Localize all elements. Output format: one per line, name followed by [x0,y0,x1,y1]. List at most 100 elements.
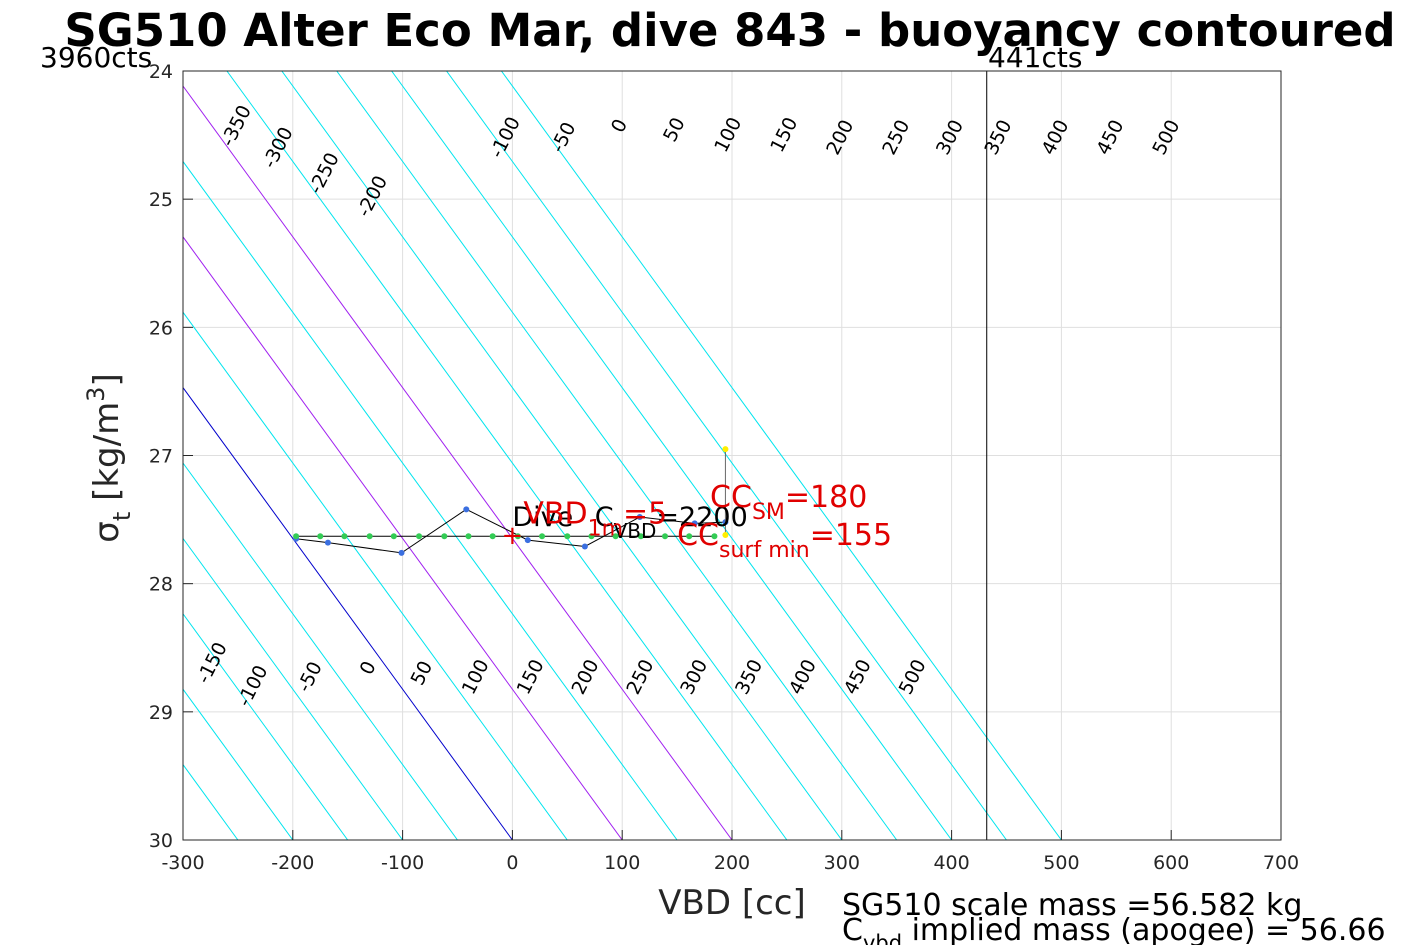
contour-line [281,71,843,840]
data-point [324,539,331,546]
data-point [390,533,397,540]
x-tick-label: 700 [1263,852,1299,874]
y-axis-label: σt [kg/m3] [82,373,136,542]
contour-label: 450 [840,656,876,698]
right-count-label: 441cts [988,41,1082,74]
grid-lines [182,70,1282,841]
contour-label: 450 [1092,116,1128,158]
buoyancy-contour-lines [0,71,1062,840]
contour-line [0,71,18,840]
contour-line [226,71,788,840]
dive-data-series [293,446,729,556]
y-tick-label: 26 [149,317,173,339]
data-point [441,533,448,540]
contour-line [336,71,898,840]
contour-label: 150 [513,656,549,698]
data-point [588,533,595,540]
contour-line [446,71,1007,840]
data-point [612,533,619,540]
x-tick-label: 200 [714,852,750,874]
x-tick-label: 100 [604,852,640,874]
contour-line [183,85,733,840]
data-point [539,533,546,540]
contour-label: -250 [305,149,344,197]
contour-line [183,236,623,840]
data-point [637,533,644,540]
contour-labels: -350 -300-250 -200 -100 -50 0 50 100 150 200 250 30… [193,102,1185,711]
data-point [341,533,348,540]
y-tick-label: 24 [149,61,173,83]
contour-label: -100 [486,113,525,161]
contour-label: -350 [217,102,256,150]
contour-label: -150 [193,639,232,687]
contour-label: 350 [731,656,767,698]
data-point [722,446,729,453]
contour-label: 50 [407,657,438,689]
contour-line [183,688,294,840]
contour-line [391,71,953,840]
contour-label: 0 [607,116,632,137]
x-tick-label: -100 [381,852,424,874]
y-tick-label: 30 [149,830,173,852]
data-point [636,514,643,521]
x-tick-label: 0 [506,852,518,874]
contour-label: 250 [878,116,914,158]
data-point [581,543,588,550]
contour-line [183,311,568,840]
contour-label: 100 [710,114,746,156]
contour-line [501,71,1062,840]
data-point [722,531,729,538]
vbd-1m-label: VBD1m=5 [523,496,667,541]
contour-label: -300 [258,123,297,171]
data-point [293,533,300,540]
contour-line [183,160,678,840]
contour-label: 300 [932,116,968,158]
x-tick-label: 600 [1153,852,1189,874]
contour-label: 500 [895,656,931,698]
y-tick-label: 25 [149,189,173,211]
data-point [489,533,496,540]
y-tick-label: 28 [149,574,173,596]
data-point [691,520,698,527]
vbd-marker: + [502,521,524,551]
contour-line [183,462,458,840]
contour-label: -50 [293,658,327,696]
contour-label: 350 [980,116,1016,158]
data-point [317,533,324,540]
dive-label: Dive [512,502,573,533]
x-axis-label: VBD [cc] [658,883,806,923]
y-tick-label: 27 [149,446,173,468]
scale-mass-text: SG510 scale mass =56.582 kg [842,888,1302,923]
data-point [465,533,472,540]
data-point [686,533,693,540]
vbd-c-label: CVBD=2200 [595,502,748,543]
contour-label: 250 [622,656,658,698]
contour-label: 0 [356,658,381,679]
x-tick-label: 400 [933,852,969,874]
contour-label: 400 [1037,116,1073,158]
chart-title: SG510 Alter Eco Mar, dive 843 - buoyancy… [64,4,1395,57]
x-tick-label: 300 [824,852,860,874]
axis-ticks: -300 -200 -100 0 100 200 300 400 500 600 700242526… [149,61,1299,874]
contour-line [183,386,513,840]
contour-label: 500 [1148,116,1184,158]
contour-label: 400 [785,656,821,698]
contour-label: 300 [676,656,712,698]
data-point [366,533,373,540]
data-point [711,533,718,540]
left-count-label: 3960cts [40,41,152,74]
contour-label: -100 [233,662,272,710]
data-point [662,533,669,540]
contour-label: 200 [822,116,858,158]
x-tick-label: -300 [161,852,204,874]
data-point [514,533,521,540]
x-tick-label: -200 [271,852,314,874]
x-tick-label: 500 [1043,852,1079,874]
contour-label: -200 [353,172,392,220]
y-tick-label: 29 [149,702,173,724]
contour-line [183,537,404,840]
contour-label: 200 [567,656,603,698]
contour-label: 100 [458,656,494,698]
